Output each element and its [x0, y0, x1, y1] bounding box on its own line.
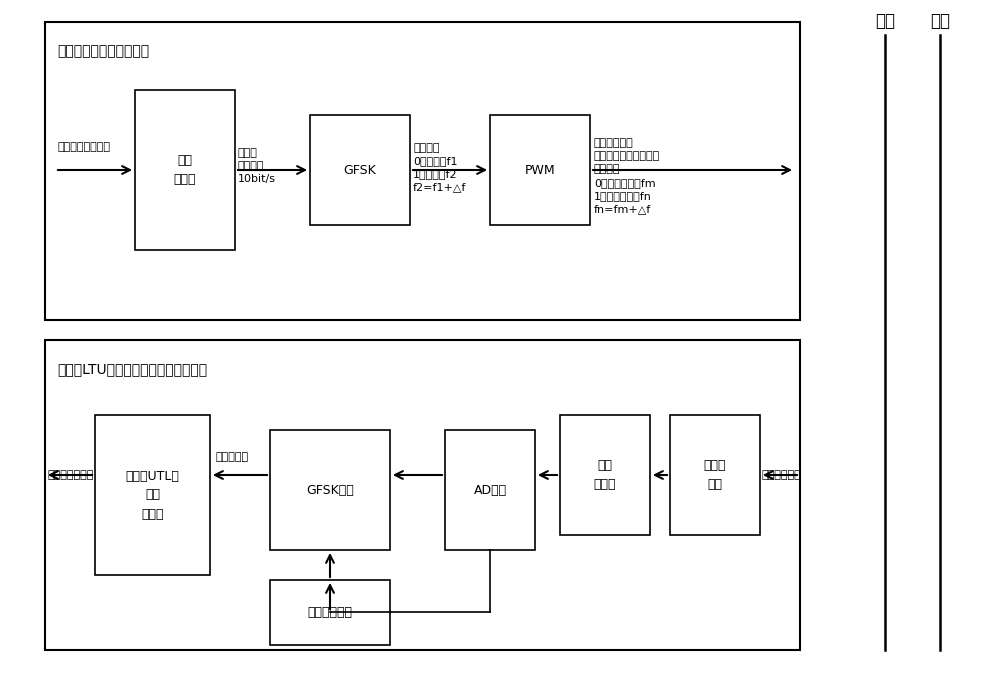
Text: 表端：特征调制电流产生: 表端：特征调制电流产生 [57, 44, 149, 58]
Bar [95, 415, 210, 575]
Text: 分支笱LTU或终端：特征调制电流识别: 分支笱LTU或终端：特征调制电流识别 [57, 362, 207, 376]
Bar [270, 580, 390, 645]
Bar [490, 115, 590, 225]
Text: 带通
滤波器: 带通 滤波器 [594, 459, 616, 491]
Bar [135, 90, 235, 250]
Bar [670, 415, 760, 535]
Text: 特征调制电流
含有特征码信息的调制
特征电流
0调制电流频率fm
1调制电流频率fn
fn=fm+△f: 特征调制电流 含有特征码信息的调制 特征电流 0调制电流频率fm 1调制电流频率… [594, 138, 660, 214]
Bar [445, 430, 535, 550]
Text: 还原特征码: 还原特征码 [215, 452, 248, 462]
Text: 分支笱UTL或
终端
处理器: 分支笱UTL或 终端 处理器 [126, 470, 179, 521]
Text: 零线: 零线 [930, 12, 950, 30]
Text: 表端
处理器: 表端 处理器 [174, 154, 196, 186]
Bar [45, 22, 800, 320]
Text: 特征码
发送速率
10bit/s: 特征码 发送速率 10bit/s [238, 148, 276, 184]
Bar [560, 415, 650, 535]
Text: 主站下发识别命令: 主站下发识别命令 [57, 142, 110, 152]
Text: GFSK: GFSK [344, 164, 376, 177]
Text: AD采样: AD采样 [473, 483, 507, 496]
Bar [45, 340, 800, 650]
Text: PWM: PWM [525, 164, 555, 177]
Text: 电流互
感器: 电流互 感器 [704, 459, 726, 491]
Bar [270, 430, 390, 550]
Text: 火线: 火线 [875, 12, 895, 30]
Text: 信号强度测量: 信号强度测量 [308, 606, 352, 619]
Text: 特征调制电流: 特征调制电流 [762, 470, 802, 480]
Text: 调制信号
0调频频率f1
1调频频率f2
f2=f1+△f: 调制信号 0调频频率f1 1调频频率f2 f2=f1+△f [413, 143, 466, 192]
Bar [310, 115, 410, 225]
Text: GFSK解调: GFSK解调 [306, 483, 354, 496]
Text: 上报信息至主站: 上报信息至主站 [47, 470, 93, 480]
